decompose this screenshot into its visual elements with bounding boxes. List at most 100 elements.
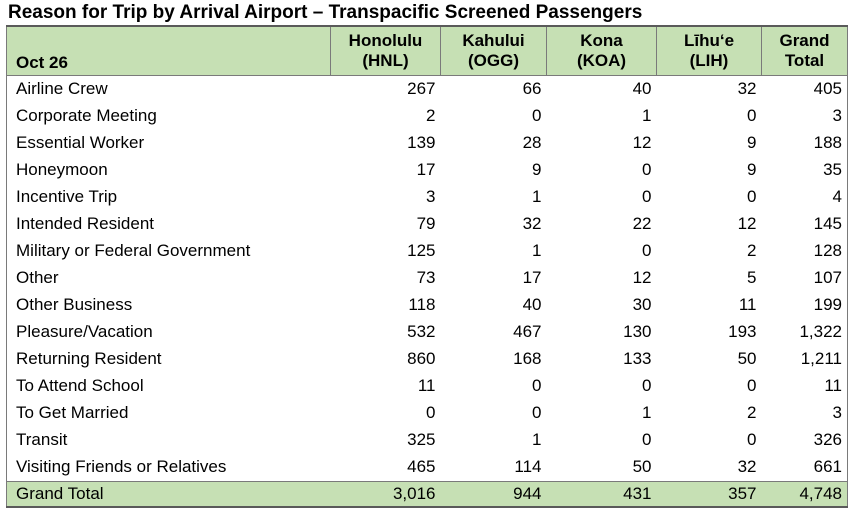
cell-value: 944 xyxy=(440,480,547,508)
table-row: Other Business 118 40 30 11 199 xyxy=(6,291,848,319)
cell-value: 0 xyxy=(426,403,436,422)
cell-value: 0 xyxy=(642,187,652,206)
cell-value: 133 xyxy=(623,349,652,368)
cell-value: 125 xyxy=(407,241,436,260)
row-label: Other xyxy=(6,264,331,292)
cell-value: 40 xyxy=(522,295,542,314)
cell-value: 32 xyxy=(737,79,757,98)
cell-value: 40 xyxy=(632,79,652,98)
row-label: Military or Federal Government xyxy=(6,237,331,265)
cell-value: 0 xyxy=(642,160,652,179)
cell-value: 66 xyxy=(522,79,542,98)
cell-value: 532 xyxy=(407,322,436,341)
corner-date-label: Oct 26 xyxy=(6,25,331,76)
cell-value: 3,016 xyxy=(330,480,441,508)
cell-value: 0 xyxy=(532,376,542,395)
cell-value: 2 xyxy=(747,403,757,422)
cell-value: 17 xyxy=(522,268,542,287)
cell-value: 9 xyxy=(747,133,757,152)
cell-value: 0 xyxy=(747,430,757,449)
table-row: Returning Resident 860 168 133 50 1,211 xyxy=(6,345,848,373)
cell-value: 467 xyxy=(513,322,542,341)
cell-value: 0 xyxy=(532,403,542,422)
table-row: Corporate Meeting 2 0 1 0 3 xyxy=(6,102,848,130)
table-row: Other 73 17 12 5 107 xyxy=(6,264,848,292)
column-name: Kahului xyxy=(462,30,525,50)
row-label: Other Business xyxy=(6,291,331,319)
column-code: (HNL) xyxy=(362,50,409,70)
table-body: Airline Crew 267 66 40 32 405 Corporate Meetin… xyxy=(6,75,848,508)
column-name: Līhu‘e xyxy=(683,30,735,50)
cell-value: 1,211 xyxy=(761,345,848,373)
cell-value: 12 xyxy=(632,268,652,287)
cell-value: 22 xyxy=(632,214,652,233)
cell-value: 17 xyxy=(416,160,436,179)
cell-value: 2 xyxy=(747,241,757,260)
cell-value: 30 xyxy=(632,295,652,314)
column-code: (OGG) xyxy=(468,50,519,70)
grand-total-row: Grand Total 3,016 944 431 357 4,748 xyxy=(6,480,848,508)
cell-value: 139 xyxy=(407,133,436,152)
table-row: Transit 325 1 0 0 326 xyxy=(6,426,848,454)
row-label: Airline Crew xyxy=(6,75,331,103)
header-row: Oct 26 Honolulu (HNL) Kahului (OGG) Kona… xyxy=(6,25,848,76)
row-label: Intended Resident xyxy=(6,210,331,238)
cell-value: 3 xyxy=(761,102,848,130)
table-row: Pleasure/Vacation 532 467 130 193 1,322 xyxy=(6,318,848,346)
cell-value: 4 xyxy=(761,183,848,211)
column-header-kona: Kona (KOA) xyxy=(546,25,657,76)
cell-value: 0 xyxy=(747,187,757,206)
cell-value: 32 xyxy=(737,457,757,476)
cell-value: 11 xyxy=(417,376,436,395)
column-code: Total xyxy=(784,50,825,70)
column-header-kahului: Kahului (OGG) xyxy=(440,25,547,76)
cell-value: 1 xyxy=(642,403,652,422)
cell-value: 188 xyxy=(761,129,848,157)
column-code: (LIH) xyxy=(689,50,729,70)
cell-value: 199 xyxy=(761,291,848,319)
table-row: Military or Federal Government 125 1 0 2 128 xyxy=(6,237,848,265)
row-label: Honeymoon xyxy=(6,156,331,184)
cell-value: 12 xyxy=(737,214,757,233)
table-row: Incentive Trip 3 1 0 0 4 xyxy=(6,183,848,211)
column-header-lihue: Līhu‘e (LIH) xyxy=(656,25,762,76)
row-label: Incentive Trip xyxy=(6,183,331,211)
cell-value: 3 xyxy=(426,187,436,206)
cell-value: 9 xyxy=(747,160,757,179)
column-name: Grand xyxy=(779,30,830,50)
cell-value: 1 xyxy=(642,106,652,125)
cell-value: 357 xyxy=(656,480,762,508)
cell-value: 3 xyxy=(761,399,848,427)
cell-value: 130 xyxy=(623,322,652,341)
cell-value: 73 xyxy=(416,268,436,287)
cell-value: 0 xyxy=(642,430,652,449)
cell-value: 860 xyxy=(407,349,436,368)
cell-value: 325 xyxy=(407,430,436,449)
cell-value: 267 xyxy=(407,79,436,98)
cell-value: 145 xyxy=(761,210,848,238)
cell-value: 431 xyxy=(546,480,657,508)
table-row: Visiting Friends or Relatives 465 114 50 32 6… xyxy=(6,453,848,481)
cell-value: 465 xyxy=(407,457,436,476)
cell-value: 50 xyxy=(737,349,757,368)
cell-value: 107 xyxy=(761,264,848,292)
row-label: Corporate Meeting xyxy=(6,102,331,130)
cell-value: 0 xyxy=(532,106,542,125)
table-row: Airline Crew 267 66 40 32 405 xyxy=(6,75,848,103)
cell-value: 326 xyxy=(761,426,848,454)
row-label: Transit xyxy=(6,426,331,454)
cell-value: 4,748 xyxy=(761,480,848,508)
row-label: Essential Worker xyxy=(6,129,331,157)
row-label: Pleasure/Vacation xyxy=(6,318,331,346)
table-row: To Attend School 11 0 0 0 11 xyxy=(6,372,848,400)
cell-value: 2 xyxy=(426,106,436,125)
cell-value: 0 xyxy=(747,376,757,395)
row-label: Visiting Friends or Relatives xyxy=(6,453,331,481)
cell-value: 32 xyxy=(522,214,542,233)
cell-value: 118 xyxy=(408,295,436,314)
table-row: To Get Married 0 0 1 2 3 xyxy=(6,399,848,427)
cell-value: 28 xyxy=(522,133,542,152)
cell-value: 35 xyxy=(761,156,848,184)
row-label: Returning Resident xyxy=(6,345,331,373)
